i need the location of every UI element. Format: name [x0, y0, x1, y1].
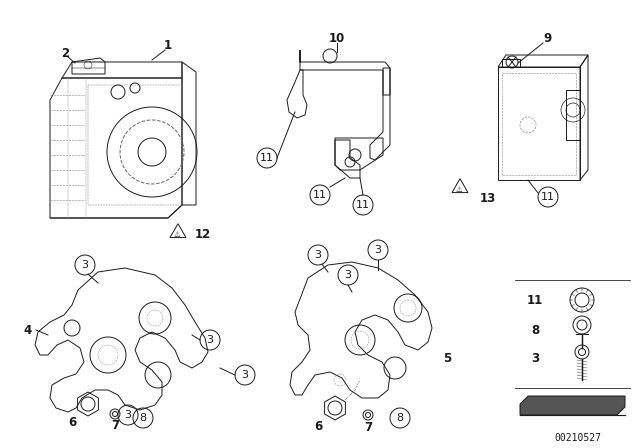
Text: 3: 3: [344, 270, 351, 280]
Text: 4: 4: [24, 323, 32, 336]
Text: 11: 11: [527, 293, 543, 306]
Text: 1: 1: [164, 39, 172, 52]
Text: 3: 3: [81, 260, 88, 270]
Text: ⚠: ⚠: [456, 185, 463, 194]
Text: 8: 8: [140, 413, 147, 423]
Text: 2: 2: [61, 47, 69, 60]
Text: 11: 11: [541, 192, 555, 202]
Text: 7: 7: [111, 418, 119, 431]
Text: 5: 5: [443, 352, 451, 365]
Text: 7: 7: [364, 421, 372, 434]
Text: 6: 6: [68, 415, 76, 428]
Text: ⚠: ⚠: [173, 229, 180, 238]
Text: 3: 3: [531, 352, 539, 365]
Text: 10: 10: [329, 31, 345, 44]
Text: 12: 12: [195, 228, 211, 241]
Text: 13: 13: [480, 191, 496, 204]
Text: 9: 9: [544, 31, 552, 44]
Text: 11: 11: [313, 190, 327, 200]
Text: 11: 11: [356, 200, 370, 210]
Text: 3: 3: [125, 410, 131, 420]
Polygon shape: [520, 396, 625, 415]
Text: 3: 3: [241, 370, 248, 380]
Text: 6: 6: [314, 419, 322, 432]
Text: 11: 11: [260, 153, 274, 163]
Text: 00210527: 00210527: [554, 433, 602, 443]
Text: 3: 3: [314, 250, 321, 260]
Text: 3: 3: [207, 335, 214, 345]
Text: 3: 3: [374, 245, 381, 255]
Text: 8: 8: [396, 413, 404, 423]
Text: 8: 8: [531, 323, 539, 336]
